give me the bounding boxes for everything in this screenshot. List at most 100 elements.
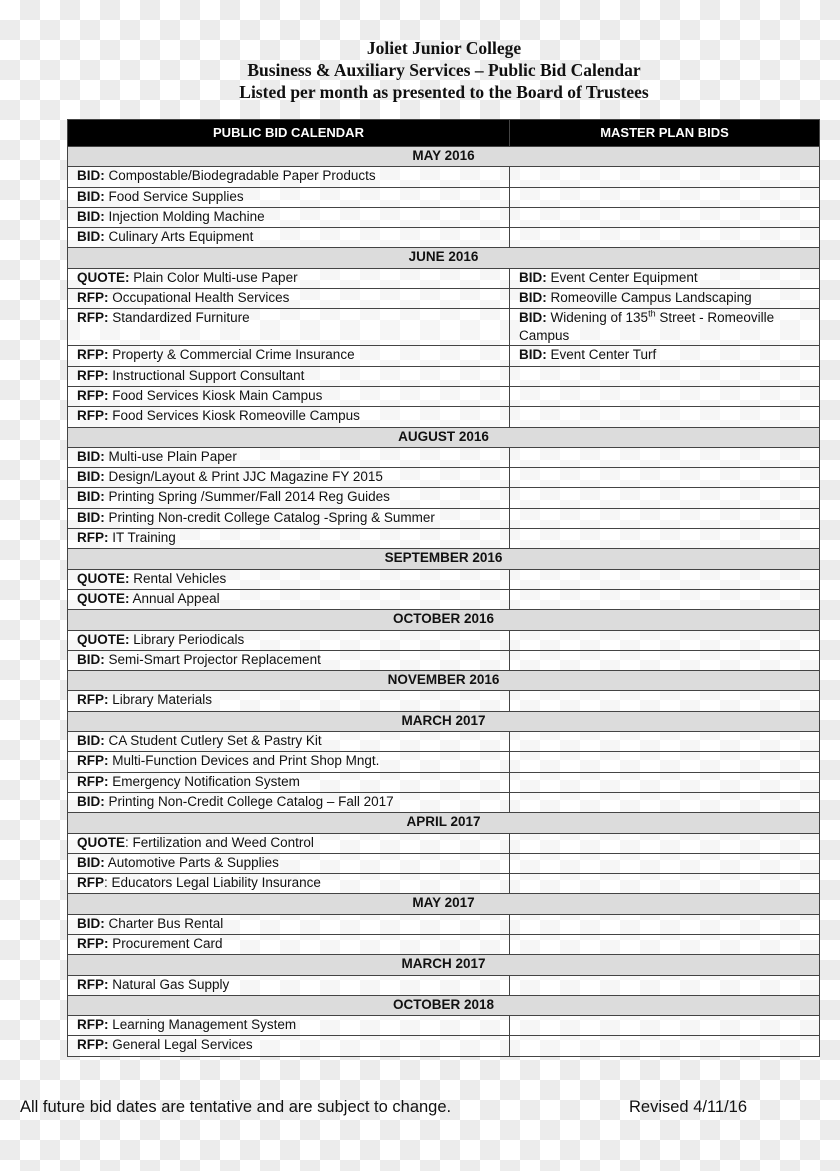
master-plan-cell — [509, 751, 820, 773]
table-row: BID: CA Student Cutlery Set & Pastry Kit — [67, 731, 820, 753]
bid-title: Widening of 135 — [546, 310, 649, 326]
bid-title: Charter Bus Rental — [104, 915, 224, 931]
bid-title: Emergency Notification System — [108, 773, 300, 789]
table-row: RFP: Procurement Card — [67, 933, 820, 956]
table-row: BID: Compostable/Biodegradable Paper Pro… — [67, 166, 820, 188]
table-row: RFP: General Legal Services — [67, 1035, 820, 1057]
public-bid-cell: RFP: Multi-Function Devices and Print Sh… — [67, 751, 510, 773]
master-plan-cell — [509, 166, 820, 188]
master-plan-cell — [509, 933, 820, 956]
column-header-master-plan: MASTER PLAN BIDS — [509, 119, 820, 147]
bid-title: : Educators Legal Liability Insurance — [104, 875, 321, 891]
table-row: RFP: Educators Legal Liability Insurance — [67, 873, 820, 895]
public-bid-cell: QUOTE: Annual Appeal — [67, 588, 510, 611]
master-plan-cell — [509, 629, 820, 651]
month-row: JUNE 2016 — [67, 247, 820, 269]
bid-type: RFP: — [77, 530, 109, 546]
title-line-3: Listed per month as presented to the Boa… — [239, 82, 649, 102]
bid-type: QUOTE: — [77, 590, 130, 606]
public-bid-cell: BID: CA Student Cutlery Set & Pastry Kit — [67, 731, 510, 753]
table-row: QUOTE: Rental Vehicles — [67, 568, 820, 590]
bid-type: BID: — [77, 469, 105, 485]
table-row: QUOTE: Library Periodicals — [67, 629, 820, 651]
month-row: AUGUST 2016 — [67, 426, 820, 448]
master-plan-cell — [509, 406, 820, 428]
title-line-1: Joliet Junior College — [366, 38, 522, 58]
master-plan-cell — [509, 1035, 820, 1057]
bid-title: Automotive Parts & Supplies — [104, 854, 279, 870]
master-plan-cell — [509, 832, 820, 854]
bid-title: Printing Non-Credit College Catalog – Fa… — [104, 793, 394, 809]
bid-title: IT Training — [108, 530, 176, 546]
bid-type: BID: — [77, 448, 105, 464]
public-bid-cell: RFP: Educators Legal Liability Insurance — [67, 873, 510, 895]
public-bid-cell: RFP: Standardized Furniture — [67, 308, 510, 347]
bid-type: RFP: — [77, 310, 109, 326]
public-bid-cell: RFP: Learning Management System — [67, 1015, 510, 1037]
month-row: OCTOBER 2016 — [67, 609, 820, 631]
public-bid-cell: RFP: Food Services Kiosk Main Campus — [67, 385, 510, 408]
master-plan-cell: BID: Widening of 135th Street - Romeovil… — [509, 308, 820, 347]
public-bid-cell: BID: Semi-Smart Projector Replacement — [67, 649, 510, 672]
bid-title: Library Materials — [108, 692, 213, 708]
public-bid-cell: RFP: General Legal Services — [67, 1035, 510, 1057]
master-plan-cell — [509, 852, 820, 875]
footer-note: All future bid dates are tentative and a… — [20, 1098, 452, 1116]
table-row: BID: Printing Spring /Summer/Fall 2014 R… — [67, 487, 820, 509]
master-plan-cell — [509, 487, 820, 509]
month-row: OCTOBER 2018 — [67, 994, 820, 1017]
bid-title: Procurement Card — [108, 935, 223, 951]
month-heading: AUGUST 2016 — [67, 426, 820, 448]
bid-calendar-table: PUBLIC BID CALENDAR MASTER PLAN BIDS MAY… — [67, 119, 820, 1057]
public-bid-cell: BID: Printing Spring /Summer/Fall 2014 R… — [67, 487, 510, 509]
bid-type: BID: — [519, 347, 547, 363]
table-row: RFP: Food Services Kiosk Romeoville Camp… — [67, 406, 820, 428]
bid-title: Instructional Support Consultant — [108, 367, 305, 383]
bid-title: Culinary Arts Equipment — [104, 229, 254, 245]
bid-type: BID: — [519, 290, 547, 306]
bid-type: BID: — [77, 651, 105, 667]
bid-type: RFP: — [77, 1037, 109, 1053]
bid-title: Rental Vehicles — [129, 570, 227, 586]
table-row: QUOTE: Fertilization and Weed Control — [67, 832, 820, 854]
public-bid-cell: RFP: Occupational Health Services — [67, 288, 510, 310]
column-header-public-bid: PUBLIC BID CALENDAR — [67, 119, 510, 147]
table-row: BID: Semi-Smart Projector Replacement — [67, 649, 820, 672]
bid-type: BID: — [519, 269, 547, 285]
bid-title: Event Center Equipment — [546, 269, 698, 285]
bid-title: Learning Management System — [108, 1017, 297, 1033]
public-bid-cell: BID: Charter Bus Rental — [67, 913, 510, 935]
bid-title: Printing Spring /Summer/Fall 2014 Reg Gu… — [104, 489, 390, 505]
month-heading: MAY 2016 — [67, 145, 820, 168]
master-plan-cell: BID: Romeoville Campus Landscaping — [509, 288, 820, 310]
bid-title: General Legal Services — [108, 1037, 253, 1053]
public-bid-cell: RFP: IT Training — [67, 528, 510, 550]
bid-title: Occupational Health Services — [108, 290, 290, 306]
master-plan-cell — [509, 206, 820, 229]
bid-type: RFP: — [77, 290, 109, 306]
bid-type: BID: — [77, 854, 105, 870]
table-row: BID: Multi-use Plain Paper — [67, 446, 820, 469]
revised-date: Revised 4/11/16 — [629, 1098, 748, 1116]
public-bid-cell: BID: Printing Non-Credit College Catalog… — [67, 791, 510, 814]
public-bid-cell: RFP: Procurement Card — [67, 933, 510, 956]
bid-type: BID: — [77, 509, 105, 525]
table-row: BID: Automotive Parts & Supplies — [67, 852, 820, 875]
master-plan-cell — [509, 365, 820, 387]
public-bid-cell: RFP: Property & Commercial Crime Insuran… — [67, 345, 510, 367]
public-bid-cell: QUOTE: Plain Color Multi-use Paper — [67, 267, 510, 290]
public-bid-cell: BID: Multi-use Plain Paper — [67, 446, 510, 469]
public-bid-cell: BID: Printing Non-credit College Catalog… — [67, 507, 510, 530]
table-row: RFP: Food Services Kiosk Main Campus — [67, 385, 820, 408]
bid-title: Library Periodicals — [129, 631, 245, 647]
master-plan-cell — [509, 649, 820, 672]
bid-type: QUOTE: — [77, 631, 130, 647]
bid-type: BID: — [77, 168, 105, 184]
month-row: MAY 2017 — [67, 893, 820, 915]
master-plan-cell — [509, 528, 820, 550]
master-plan-cell — [509, 1015, 820, 1037]
bid-type: RFP: — [77, 367, 109, 383]
bid-type: QUOTE: — [77, 269, 130, 285]
table-header-row: PUBLIC BID CALENDAR MASTER PLAN BIDS — [67, 119, 820, 147]
month-heading: MARCH 2017 — [67, 710, 820, 733]
